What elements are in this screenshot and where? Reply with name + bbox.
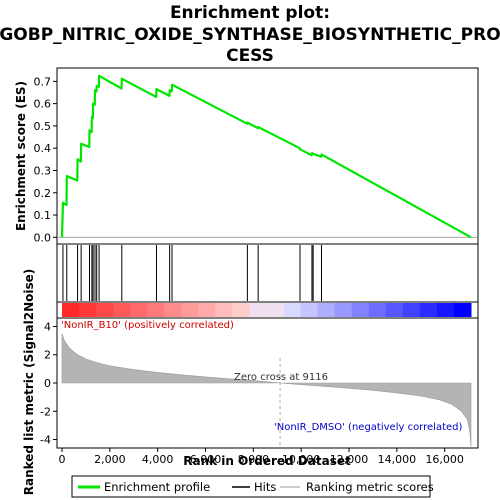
- x-tick-label-7: 14,000: [378, 453, 417, 466]
- x-tick-label-5: 10,000: [282, 453, 321, 466]
- positive-correlation-label: 'NonIR_B10' (positively correlated): [61, 320, 234, 331]
- colorbar-segment-20: [402, 303, 421, 317]
- colorbar-segment-13: [283, 303, 302, 317]
- es-axis-label: Enrichment score (ES): [14, 81, 28, 231]
- zero-cross-label: Zero cross at 9116: [234, 372, 328, 383]
- axes-layer: 0.0 0.1 0.2 0.3 0.4 0.5 0.6 0.7 -4 -2 0 2 4 0 2,000 4,0…: [34, 75, 464, 466]
- legend-hits-label: Hits: [254, 480, 276, 494]
- es-layer: [57, 74, 478, 239]
- legend-box: [71, 475, 431, 498]
- x-tick-label-6: 12,000: [330, 453, 369, 466]
- es-y-tick-label-5: 0.5: [34, 120, 52, 133]
- legend-enrichment-label: Enrichment profile: [104, 480, 210, 494]
- colorbar-segment-23: [453, 303, 472, 317]
- colorbar-segment-1: [79, 303, 97, 317]
- colorbar-segment-19: [385, 303, 404, 317]
- hits-layer: [62, 245, 323, 301]
- colorbar-segment-8: [198, 303, 216, 317]
- x-tick-label-3: 6,000: [190, 453, 222, 466]
- colorbar-segment-7: [181, 303, 199, 317]
- metric-layer: [61, 333, 472, 448]
- es-y-tick-label-1: 0.1: [34, 209, 52, 222]
- metric-y-tick-label-4: 4: [44, 320, 51, 333]
- es-y-tick-label-2: 0.2: [34, 187, 52, 200]
- es-y-tick-label-6: 0.6: [34, 98, 52, 111]
- negative-correlation-label: 'NonIR_DMSO' (negatively correlated): [274, 422, 462, 433]
- x-tick-label-0: 0: [59, 453, 66, 466]
- colorbar-segment-16: [334, 303, 353, 317]
- x-tick-label-1: 2,000: [94, 453, 126, 466]
- legend-ranking-label: Ranking metric scores: [306, 480, 434, 494]
- x-tick-label-4: 8,000: [238, 453, 270, 466]
- colorbar-segment-5: [147, 303, 165, 317]
- colorbar-segment-10: [232, 303, 250, 317]
- hits-panel-frame: [56, 243, 479, 303]
- metric-y-tick-label-0: -4: [40, 434, 51, 447]
- es-y-tick-label-7: 0.7: [34, 75, 52, 88]
- colorbar-segment-3: [113, 303, 131, 317]
- metric-y-tick-label-2: 0: [44, 377, 51, 390]
- es-y-tick-label-4: 0.4: [34, 142, 52, 155]
- colorbar-segment-2: [96, 303, 114, 317]
- colorbar-segment-0: [62, 303, 80, 317]
- colorbar-layer: [62, 303, 472, 317]
- chart-title-line-3: CESS: [226, 46, 274, 66]
- es-panel-frame: [56, 67, 479, 245]
- colorbar-segment-17: [351, 303, 370, 317]
- colorbar-segment-18: [368, 303, 387, 317]
- colorbar-segment-14: [300, 303, 319, 317]
- x-tick-label-2: 4,000: [142, 453, 174, 466]
- es-y-tick-label-0: 0.0: [34, 231, 52, 244]
- metric-y-tick-label-1: -2: [40, 405, 51, 418]
- colorbar-segment-11: [249, 303, 267, 317]
- x-axis-label: Rank in Ordered Dataset: [183, 454, 351, 468]
- chart-title-line-2: GOBP_NITRIC_OXIDE_SYNTHASE_BIOSYNTHETIC_…: [0, 25, 500, 45]
- colorbar-segment-21: [419, 303, 438, 317]
- metric-y-tick-label-3: 2: [44, 349, 51, 362]
- chart-title-line-1: Enrichment plot:: [170, 3, 330, 23]
- metric-axis-label: Ranked list metric (Signal2Noise): [22, 269, 36, 496]
- es-curve: [60, 74, 472, 239]
- colorbar-segment-4: [130, 303, 148, 317]
- x-tick-label-8: 16,000: [425, 453, 464, 466]
- colorbar-segment-6: [164, 303, 182, 317]
- colorbar-segment-12: [266, 303, 285, 317]
- es-y-tick-label-3: 0.3: [34, 164, 52, 177]
- colorbar-segment-9: [215, 303, 233, 317]
- colorbar-segment-22: [436, 303, 455, 317]
- colorbar-segment-15: [317, 303, 336, 317]
